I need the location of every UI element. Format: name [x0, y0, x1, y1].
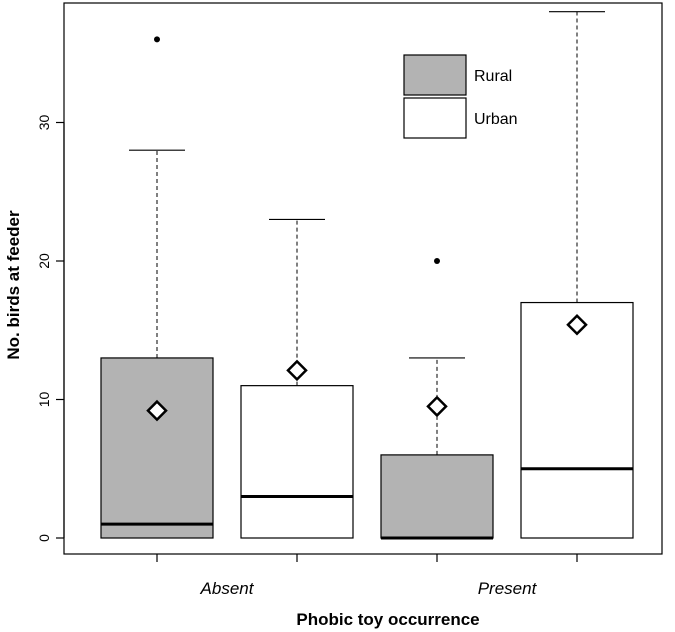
box-present-rural [380, 258, 494, 540]
outlier-point [434, 258, 440, 264]
y-tick-label: 20 [36, 253, 52, 269]
box-present-urban [520, 11, 634, 539]
mean-marker [426, 395, 448, 418]
y-tick-label: 0 [36, 534, 52, 542]
x-axis: Absent Present [156, 554, 578, 598]
legend-item-rural: Rural [403, 54, 512, 96]
mean-marker [146, 399, 168, 422]
legend-item-urban: Urban [403, 97, 518, 139]
box-rect [380, 454, 494, 539]
y-axis: 0 10 20 30 [36, 115, 65, 542]
mean-marker [286, 359, 308, 382]
box-absent-urban [240, 218, 354, 539]
legend-swatch [403, 97, 467, 139]
box-absent-rural [100, 36, 214, 539]
mean-marker [566, 313, 588, 336]
box-rect [520, 301, 634, 539]
x-category-label-present: Present [478, 579, 538, 598]
y-tick-label: 10 [36, 392, 52, 408]
box-rect [100, 357, 214, 539]
outlier-point [154, 36, 160, 43]
boxes [100, 11, 634, 540]
box-rect [240, 385, 354, 539]
legend-swatch [403, 54, 467, 96]
x-axis-title: Phobic toy occurrence [296, 610, 479, 629]
legend-label: Urban [474, 111, 518, 128]
y-axis-title: No. birds at feeder [4, 210, 23, 360]
y-tick-label: 30 [36, 115, 52, 131]
legend: Rural Urban [403, 54, 518, 139]
legend-label: Rural [474, 68, 512, 85]
x-category-label-absent: Absent [200, 579, 255, 598]
